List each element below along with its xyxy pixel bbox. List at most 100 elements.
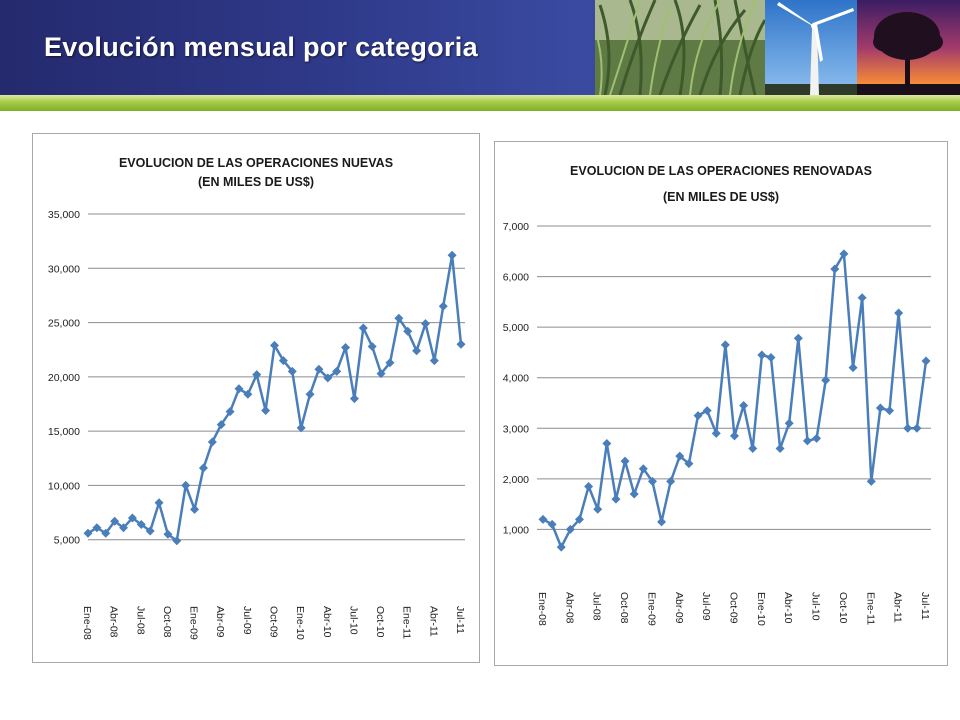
y-tick-label: 35,000 (48, 209, 80, 221)
data-point (190, 504, 200, 514)
x-tick-label: Abr-11 (892, 592, 904, 623)
x-tick-label: Abr-10 (321, 606, 333, 638)
data-point (666, 476, 676, 486)
chart-subtitle: (EN MILES DE US$) (663, 190, 779, 204)
data-point (684, 459, 694, 469)
data-point (839, 249, 849, 259)
data-point (323, 373, 333, 383)
data-point (912, 423, 922, 433)
x-tick-label: Ene-09 (188, 606, 200, 640)
data-point (903, 423, 913, 433)
data-point (775, 444, 785, 454)
x-tick-label: Jul-10 (347, 606, 359, 635)
y-tick-label: 30,000 (48, 263, 80, 275)
x-tick-label: Oct-09 (728, 592, 740, 624)
data-point (866, 476, 876, 486)
slide-title: Evolución mensual por categoria (44, 32, 478, 62)
data-point (611, 494, 621, 504)
x-tick-label: Jul-11 (454, 606, 466, 634)
data-point (921, 356, 931, 366)
chart-subtitle: (EN MILES DE US$) (198, 175, 314, 189)
data-point (447, 250, 457, 260)
x-tick-label: Abr-08 (108, 606, 120, 638)
data-point (821, 375, 831, 385)
data-point (119, 523, 129, 533)
y-tick-label: 7,000 (503, 221, 529, 233)
data-point (305, 389, 315, 399)
data-point (287, 366, 297, 376)
x-tick-label: Abr-10 (782, 592, 794, 624)
x-tick-label: Oct-10 (374, 606, 386, 638)
y-tick-label: 3,000 (503, 423, 529, 435)
data-point (802, 436, 812, 446)
chart-title: EVOLUCION DE LAS OPERACIONES NUEVAS (118, 156, 394, 170)
data-point (438, 301, 448, 311)
data-point (748, 444, 758, 454)
x-tick-label: Ene-09 (645, 592, 657, 626)
data-point (332, 366, 342, 376)
data-point (198, 463, 208, 473)
x-tick-label: Abr-08 (563, 592, 575, 624)
y-tick-label: 2,000 (503, 474, 529, 486)
data-point (341, 343, 351, 353)
y-tick-label: 6,000 (503, 272, 529, 284)
data-point (638, 464, 648, 474)
data-point (565, 524, 575, 534)
grass-photo (595, 0, 765, 95)
y-tick-label: 25,000 (48, 318, 80, 330)
data-point (675, 451, 685, 461)
x-tick-label: Ene-10 (755, 592, 767, 626)
data-point (136, 520, 146, 530)
data-point (875, 403, 885, 413)
data-point (574, 514, 584, 524)
tree-sunset-photo (857, 0, 960, 95)
data-point (278, 356, 288, 366)
title-banner: Evolución mensual por categoria (0, 0, 960, 95)
data-point (711, 428, 721, 438)
data-point (739, 401, 749, 411)
data-point (429, 356, 439, 366)
data-point (720, 340, 730, 350)
chart-plot: 1,000 2,000 3,000 4,000 5,000 6,000 7,000 Ene-0… (503, 221, 931, 626)
y-tick-label: 20,000 (48, 372, 80, 384)
data-point (757, 350, 767, 360)
data-point (394, 313, 404, 323)
data-point (358, 323, 368, 333)
wind-turbine-photo (765, 0, 857, 95)
x-tick-label: Oct-09 (268, 606, 280, 638)
data-point (456, 339, 466, 349)
data-point (376, 369, 386, 379)
chart-title: EVOLUCION DE LAS OPERACIONES RENOVADAS (570, 164, 872, 178)
x-tick-label: Oct-08 (161, 606, 173, 638)
data-point (101, 528, 111, 538)
data-point (172, 536, 182, 546)
data-point (538, 514, 548, 524)
x-tick-label: Ene-10 (294, 606, 306, 640)
data-point (83, 528, 93, 538)
y-tick-label: 4,000 (503, 373, 529, 385)
data-point (812, 433, 822, 443)
data-point (261, 406, 271, 416)
data-point (367, 341, 377, 351)
x-tick-label: Ene-08 (81, 606, 93, 640)
data-point (296, 423, 306, 433)
x-tick-label: Jul-09 (700, 592, 712, 621)
data-point (857, 293, 867, 303)
data-point (216, 420, 226, 430)
x-tick-label: Jul-08 (591, 592, 603, 621)
data-point (154, 498, 164, 508)
data-point (270, 340, 279, 350)
data-point (403, 326, 413, 336)
y-tick-label: 10,000 (48, 480, 80, 492)
data-point (647, 476, 657, 486)
data-point (593, 504, 603, 514)
data-point (547, 519, 557, 529)
x-tick-label: Ene-11 (864, 592, 876, 625)
series-line (542, 252, 928, 549)
data-point (693, 411, 703, 421)
x-tick-label: Oct-10 (837, 592, 849, 624)
data-point (584, 481, 594, 491)
data-point (145, 526, 155, 536)
x-tick-label: Oct-08 (618, 592, 630, 624)
data-point (702, 406, 712, 416)
